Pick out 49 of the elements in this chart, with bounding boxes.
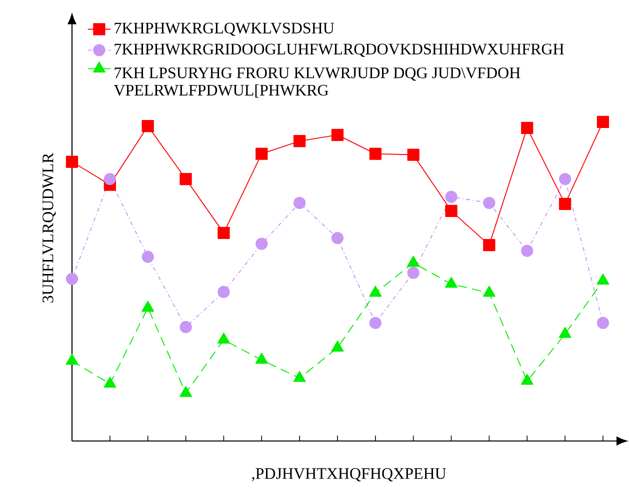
point [558, 172, 572, 186]
point [104, 172, 116, 186]
point [66, 354, 78, 365]
point [331, 340, 344, 352]
point [596, 116, 610, 128]
legend-label: 7KHPHWKRGRIDOOGLUHFWLRQDOVKDSHIHDWXUHFRGH [114, 44, 564, 57]
point [66, 272, 78, 285]
point [482, 286, 496, 297]
point [217, 332, 230, 344]
point [142, 120, 154, 132]
point [256, 148, 268, 160]
point [142, 250, 154, 263]
y-axis-title: 3UHFLVLRQUDWLR [42, 152, 56, 302]
legend-label: 7KH LPSURYHG FRORU KLVWRJUDP DQG JUD\VFDOH VPELRWLFPDWUL[PHWKRG [114, 68, 520, 98]
x-axis-title: ,PDJHVHTXHQFHQXPEHU [252, 468, 446, 482]
point [293, 370, 306, 382]
point [596, 274, 610, 285]
point [445, 190, 458, 203]
point [293, 196, 306, 210]
point [407, 256, 420, 267]
point [520, 374, 534, 385]
point [407, 266, 420, 279]
point [104, 376, 116, 388]
point [445, 276, 458, 288]
point [218, 226, 230, 240]
point [218, 286, 230, 298]
point [483, 238, 496, 252]
point [255, 352, 268, 364]
point [521, 122, 534, 134]
point [369, 316, 382, 329]
point [596, 316, 610, 329]
point [445, 204, 458, 217]
point [483, 196, 496, 210]
point [180, 386, 192, 397]
point [256, 238, 268, 250]
point [331, 128, 344, 142]
point [558, 198, 572, 210]
point [521, 244, 534, 257]
point [293, 134, 306, 148]
point [66, 156, 78, 168]
point [180, 172, 192, 186]
point [407, 148, 420, 161]
point [558, 326, 572, 338]
point [180, 321, 192, 334]
point [369, 286, 382, 297]
legend-label: 7KHPHWKRGLQWKLVSDSHU [114, 22, 334, 36]
point [142, 300, 154, 312]
point [331, 232, 344, 244]
point [369, 148, 382, 160]
